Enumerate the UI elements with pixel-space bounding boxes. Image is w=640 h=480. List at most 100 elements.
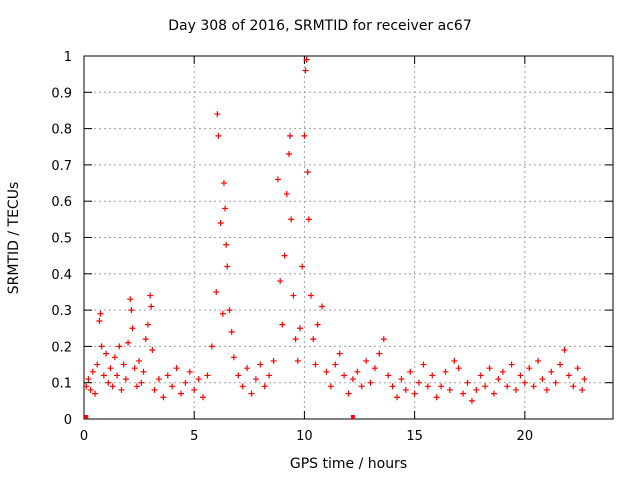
data-point bbox=[424, 383, 431, 390]
data-point bbox=[285, 151, 292, 158]
data-point bbox=[281, 252, 288, 259]
data-point bbox=[274, 176, 281, 183]
data-point bbox=[464, 379, 471, 386]
data-point bbox=[235, 372, 242, 379]
data-point bbox=[287, 132, 294, 139]
data-point bbox=[308, 292, 315, 299]
data-point bbox=[111, 354, 118, 361]
data-point bbox=[557, 361, 564, 368]
data-point bbox=[299, 263, 306, 270]
data-point bbox=[411, 390, 418, 397]
data-point bbox=[363, 357, 370, 364]
data-point bbox=[279, 321, 286, 328]
data-point bbox=[581, 376, 588, 383]
data-point bbox=[319, 303, 326, 310]
data-point bbox=[142, 336, 149, 343]
data-point bbox=[173, 365, 180, 372]
data-point bbox=[486, 365, 493, 372]
data-point bbox=[517, 372, 524, 379]
data-point bbox=[416, 379, 423, 386]
x-axis-label: GPS time / hours bbox=[289, 456, 408, 472]
data-point bbox=[402, 386, 409, 393]
y-tick-label: 0.4 bbox=[51, 268, 72, 283]
y-tick-label: 0.9 bbox=[51, 86, 72, 101]
y-tick-label: 0.8 bbox=[51, 123, 72, 138]
data-point bbox=[429, 372, 436, 379]
data-point bbox=[107, 365, 114, 372]
data-point bbox=[294, 357, 301, 364]
data-point bbox=[144, 321, 151, 328]
data-point bbox=[460, 390, 467, 397]
data-point bbox=[389, 383, 396, 390]
data-point bbox=[380, 336, 387, 343]
data-point bbox=[169, 383, 176, 390]
data-point bbox=[213, 288, 220, 295]
data-point bbox=[138, 379, 145, 386]
data-point bbox=[114, 372, 121, 379]
y-tick-label: 0.3 bbox=[51, 304, 72, 319]
data-point bbox=[535, 357, 542, 364]
chart-title: Day 308 of 2016, SRMTID for receiver ac6… bbox=[168, 18, 472, 34]
data-point bbox=[561, 347, 568, 354]
data-point bbox=[292, 336, 299, 343]
data-point bbox=[182, 379, 189, 386]
data-point bbox=[367, 379, 374, 386]
data-point bbox=[539, 376, 546, 383]
data-point bbox=[433, 394, 440, 401]
data-point bbox=[244, 365, 251, 372]
x-tick-label: 15 bbox=[406, 429, 423, 444]
data-point bbox=[482, 383, 489, 390]
data-point bbox=[543, 386, 550, 393]
x-tick-label: 10 bbox=[296, 429, 313, 444]
data-point bbox=[446, 386, 453, 393]
x-tick-label: 5 bbox=[190, 429, 198, 444]
data-point bbox=[349, 376, 356, 383]
data-point bbox=[521, 379, 528, 386]
data-point bbox=[96, 317, 103, 324]
y-tick-label: 0.1 bbox=[51, 377, 72, 392]
data-point bbox=[570, 383, 577, 390]
data-point bbox=[177, 390, 184, 397]
data-point bbox=[128, 307, 135, 314]
plot-frame bbox=[83, 55, 614, 420]
data-point bbox=[398, 376, 405, 383]
data-point bbox=[513, 386, 520, 393]
data-point bbox=[208, 343, 215, 350]
data-point bbox=[552, 379, 559, 386]
data-point bbox=[223, 241, 230, 248]
data-point bbox=[133, 383, 140, 390]
data-point bbox=[376, 350, 383, 357]
data-point bbox=[87, 386, 94, 393]
data-point bbox=[89, 368, 96, 375]
data-point bbox=[127, 296, 134, 303]
data-point bbox=[327, 383, 334, 390]
data-point bbox=[220, 180, 227, 187]
data-point bbox=[136, 357, 143, 364]
data-point bbox=[310, 336, 317, 343]
y-tick-label: 0 bbox=[64, 413, 72, 428]
data-point bbox=[85, 376, 92, 383]
data-point bbox=[314, 321, 321, 328]
data-point bbox=[393, 394, 400, 401]
x-tick-label: 20 bbox=[517, 429, 534, 444]
data-point bbox=[508, 361, 515, 368]
data-point bbox=[477, 372, 484, 379]
data-point bbox=[195, 376, 202, 383]
data-point bbox=[574, 365, 581, 372]
data-point bbox=[358, 383, 365, 390]
data-point bbox=[200, 394, 207, 401]
baseline-marker bbox=[350, 415, 355, 419]
data-point bbox=[385, 372, 392, 379]
data-point bbox=[98, 343, 105, 350]
data-point bbox=[222, 205, 229, 212]
data-point bbox=[226, 307, 233, 314]
data-point bbox=[120, 361, 127, 368]
data-point bbox=[224, 263, 231, 270]
data-point bbox=[297, 325, 304, 332]
data-point bbox=[438, 383, 445, 390]
data-point bbox=[499, 368, 506, 375]
data-point bbox=[304, 169, 311, 176]
data-point bbox=[83, 383, 90, 390]
data-point bbox=[504, 383, 511, 390]
